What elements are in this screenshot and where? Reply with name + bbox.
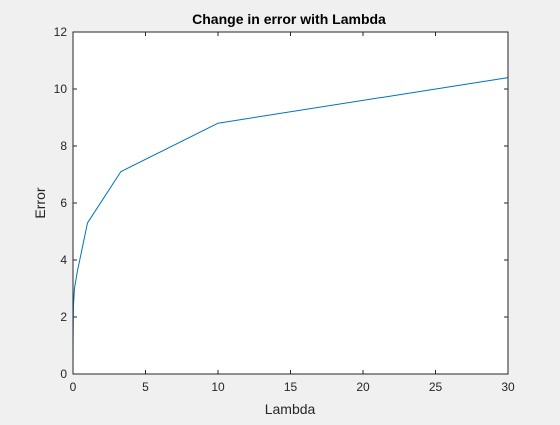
plot-border: [72, 31, 509, 375]
x-tick-label: 15: [284, 380, 298, 394]
y-tick-label: 6: [60, 196, 67, 210]
chart-title: Change in error with Lambda: [192, 11, 386, 27]
x-tick-label: 30: [501, 380, 515, 394]
y-axis-label: Error: [32, 187, 48, 218]
y-tick-label: 0: [60, 367, 67, 381]
x-tick-label: 0: [70, 380, 77, 394]
x-axis-label: Lambda: [265, 401, 316, 417]
x-tick-label: 20: [356, 380, 370, 394]
ticks-layer: 0 5 10 15 20 25 30 0 2 4 6 8 10 12: [54, 25, 515, 394]
y-tick-label: 2: [60, 310, 67, 324]
y-tick-label: 4: [60, 253, 67, 267]
y-tick-label: 12: [54, 25, 68, 39]
plot-area: [73, 32, 508, 374]
x-tick-label: 10: [211, 380, 225, 394]
y-tick-label: 8: [60, 139, 67, 153]
x-tick-label: 25: [429, 380, 443, 394]
x-tick-label: 5: [142, 380, 149, 394]
y-tick-label: 10: [54, 82, 68, 96]
